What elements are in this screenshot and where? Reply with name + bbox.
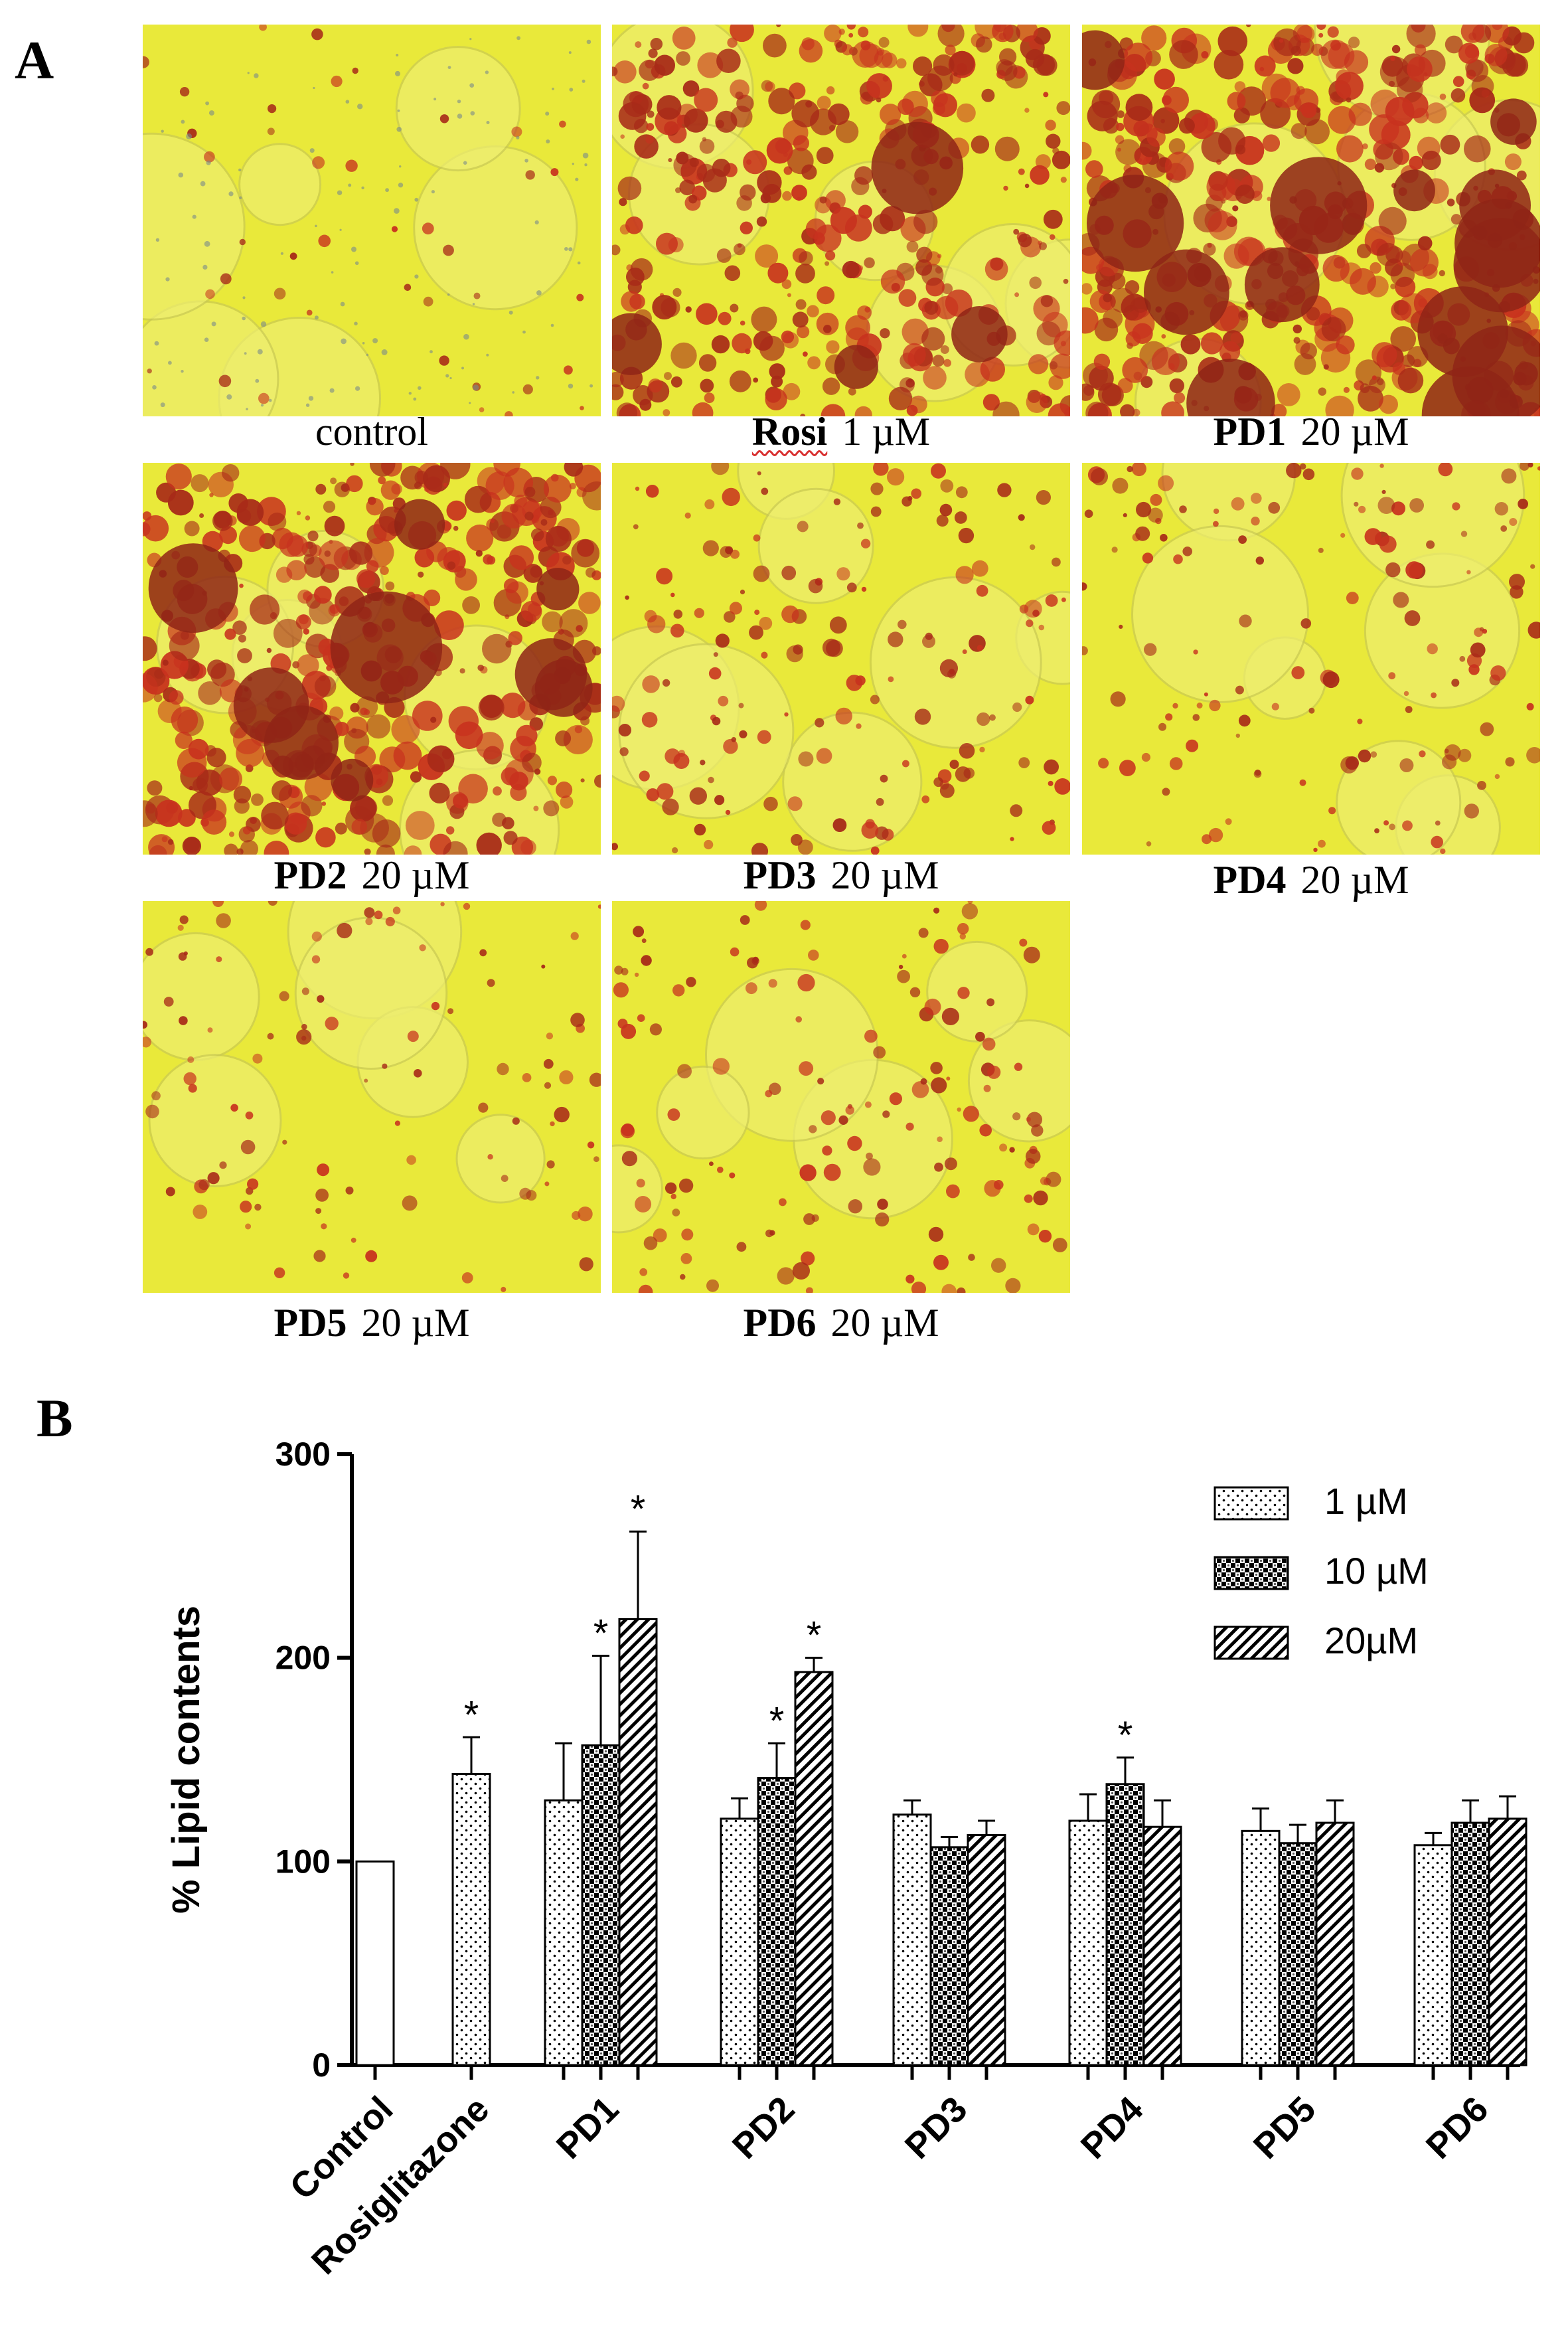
micrograph-control <box>143 25 601 416</box>
legend-swatch <box>1214 1486 1289 1521</box>
y-tick-label: 100 <box>275 1843 331 1880</box>
bar <box>451 1772 491 2066</box>
bar <box>892 1813 932 2066</box>
bar <box>1278 1842 1318 2066</box>
micrograph-texture <box>1082 463 1540 855</box>
y-axis-label: % Lipid contents <box>165 1606 208 1914</box>
bar <box>544 1799 584 2066</box>
micrograph-texture <box>612 901 1070 1293</box>
bar <box>1413 1844 1453 2066</box>
bar <box>1241 1829 1281 2066</box>
micrograph-texture <box>1082 25 1540 416</box>
caption-pd4: PD4 20 µM <box>1213 858 1409 902</box>
bar <box>1068 1819 1108 2066</box>
y-tick-label: 200 <box>275 1639 331 1677</box>
bar <box>618 1618 658 2066</box>
micrograph-texture <box>612 25 1070 416</box>
caption-pd2: PD2 20 µM <box>274 853 470 897</box>
significance-star: * <box>1118 1714 1133 1757</box>
caption-rosi-name: Rosi <box>751 410 828 454</box>
caption-pd3: PD3 20 µM <box>743 853 939 897</box>
legend-swatch <box>1214 1556 1289 1590</box>
micrograph-pd2 <box>143 463 601 855</box>
caption-pd6: PD6 20 µM <box>743 1301 939 1345</box>
bar <box>1488 1817 1528 2066</box>
micrograph-texture <box>143 25 601 416</box>
bar <box>1315 1821 1355 2066</box>
x-category-label: PD3 <box>898 2089 975 2167</box>
x-category-label: PD5 <box>1246 2089 1324 2167</box>
bar <box>1450 1821 1490 2066</box>
x-category-label: PD2 <box>725 2089 803 2167</box>
caption-rosi: Rosi 1 µM <box>751 410 931 454</box>
panel-b-label: B <box>37 1388 73 1448</box>
micrograph-pd3 <box>612 463 1070 855</box>
bar <box>757 1777 797 2066</box>
micrograph-texture <box>143 463 601 855</box>
panel-a-label: A <box>15 30 54 90</box>
significance-star: * <box>593 1612 609 1655</box>
micrograph-pd6 <box>612 901 1070 1293</box>
caption-pd5: PD5 20 µM <box>274 1301 470 1345</box>
micrograph-rosi <box>612 25 1070 416</box>
bar <box>355 1860 395 2066</box>
bar <box>581 1744 621 2066</box>
bar <box>967 1833 1006 2066</box>
x-category-label: PD1 <box>549 2089 627 2167</box>
micrograph-pd5 <box>143 901 601 1293</box>
legend-swatch <box>1214 1626 1289 1660</box>
significance-star: * <box>631 1488 646 1531</box>
bar <box>1142 1825 1182 2066</box>
caption-control: control <box>315 410 428 454</box>
micrograph-pd4 <box>1082 463 1540 855</box>
bar <box>929 1846 969 2066</box>
significance-star: * <box>807 1614 822 1657</box>
legend-label: 10 µM <box>1324 1550 1429 1592</box>
significance-star: * <box>769 1699 785 1742</box>
legend-label: 20µM <box>1324 1620 1418 1661</box>
micrograph-texture <box>143 901 601 1293</box>
bar <box>720 1817 759 2066</box>
y-tick-label: 0 <box>312 2047 331 2084</box>
bar <box>1105 1783 1145 2066</box>
legend-label: 1 µM <box>1324 1480 1408 1522</box>
micrograph-pd1 <box>1082 25 1540 416</box>
x-category-label: Rosiglitazone <box>304 2089 497 2282</box>
x-category-label: PD4 <box>1073 2089 1151 2167</box>
caption-pd1: PD1 20 µM <box>1213 410 1409 454</box>
micrograph-texture <box>612 463 1070 855</box>
significance-star: * <box>464 1693 479 1736</box>
x-category-label: PD6 <box>1419 2089 1496 2167</box>
y-tick-label: 300 <box>275 1436 331 1473</box>
bar <box>794 1671 834 2066</box>
